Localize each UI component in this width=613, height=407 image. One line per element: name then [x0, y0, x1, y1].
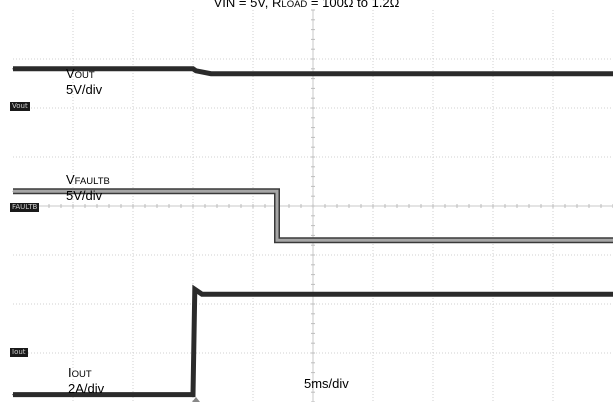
vfaultb-trace: [13, 189, 613, 242]
vout-ground-marker: Vout: [10, 102, 30, 111]
iout-point: [12, 394, 14, 396]
vfaultb-point: [276, 239, 278, 241]
time-scale-label: 5ms/div: [304, 376, 349, 391]
chart-title: VIN = 5V, RLOAD = 100Ω to 1.2Ω: [0, 0, 613, 12]
title-vin: VIN = 5V,: [213, 0, 269, 10]
title-rload: RLOAD = 100Ω to 1.2Ω: [272, 0, 400, 10]
iout-scale: 2A/div: [68, 381, 105, 396]
iout-label: IOUT: [68, 365, 92, 380]
vfaultb-point: [12, 190, 14, 192]
vfaultb-label: VFAULTB: [66, 172, 110, 187]
vout-point: [210, 73, 212, 75]
vfaultb-ground-marker: FAULTB: [10, 203, 40, 212]
vout-point: [192, 68, 194, 70]
iout-point: [192, 394, 194, 396]
iout-ground-marker: Iout: [10, 348, 28, 357]
vfaultb-point: [276, 190, 278, 192]
vout-scale: 5V/div: [66, 82, 103, 97]
vout-point: [12, 68, 14, 70]
iout-point: [194, 288, 196, 290]
iout-point: [201, 293, 203, 295]
vout-point: [195, 70, 197, 72]
trigger-marker: [192, 397, 200, 402]
vfaultb-scale: 5V/div: [66, 188, 103, 203]
vout-label: VOUT: [66, 66, 95, 81]
